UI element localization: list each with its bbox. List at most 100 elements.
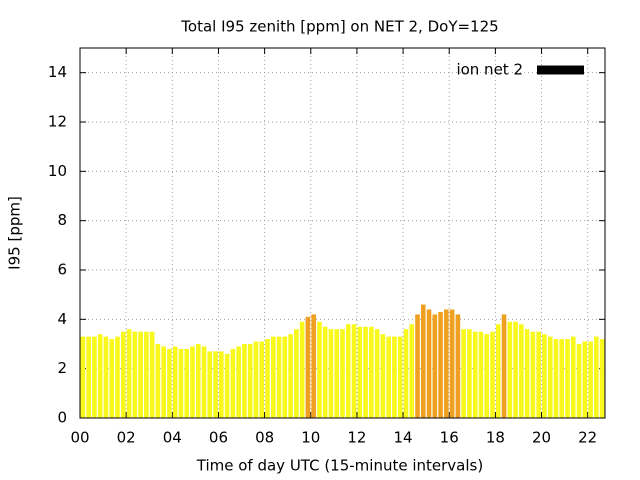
bar	[461, 329, 466, 418]
bar	[530, 331, 536, 418]
bar	[265, 339, 270, 418]
bar	[374, 329, 380, 418]
bar	[467, 329, 472, 418]
y-tick-label: 6	[57, 261, 67, 279]
bar	[109, 339, 115, 418]
x-tick-label: 04	[163, 429, 182, 447]
bar	[484, 334, 490, 418]
bar	[351, 324, 357, 418]
bar	[444, 309, 449, 418]
bar	[536, 331, 541, 418]
bar	[190, 346, 195, 418]
bar	[588, 341, 593, 418]
bar	[582, 341, 588, 418]
bar	[519, 324, 524, 418]
bar	[322, 326, 328, 418]
bar	[178, 348, 184, 418]
bar	[276, 336, 282, 418]
bar	[115, 336, 120, 418]
bar	[103, 336, 109, 418]
x-tick-label: 10	[301, 429, 320, 447]
bar	[392, 336, 397, 418]
x-tick-label: 12	[347, 429, 366, 447]
bar	[305, 316, 311, 418]
bar	[432, 314, 438, 418]
bar	[259, 341, 265, 418]
bar	[253, 341, 259, 418]
bar	[294, 329, 299, 418]
bar	[403, 329, 409, 418]
bar	[472, 331, 478, 418]
x-tick-label: 00	[70, 429, 89, 447]
bar	[542, 334, 547, 418]
bar	[380, 334, 386, 418]
bar	[490, 331, 495, 418]
bar	[236, 346, 241, 418]
x-tick-label: 18	[486, 429, 505, 447]
y-tick-label: 4	[57, 310, 67, 328]
bar	[524, 329, 530, 418]
bar	[317, 321, 322, 418]
x-tick-label: 22	[578, 429, 597, 447]
bar	[288, 334, 293, 418]
bar	[438, 311, 443, 418]
bar	[565, 339, 570, 418]
bar	[345, 324, 351, 418]
y-tick-label: 2	[57, 359, 67, 377]
bar	[553, 339, 559, 418]
y-tick-label: 10	[48, 162, 67, 180]
x-tick-label: 20	[532, 429, 551, 447]
bar	[282, 336, 288, 418]
y-tick-label: 0	[57, 409, 67, 427]
bar	[397, 336, 403, 418]
bar	[576, 344, 582, 418]
bar	[495, 324, 501, 418]
bar	[132, 331, 138, 418]
bar	[547, 336, 553, 418]
bar	[409, 324, 415, 418]
bar	[213, 351, 218, 418]
x-tick-label: 08	[255, 429, 274, 447]
legend-swatch	[537, 65, 584, 75]
bar	[599, 339, 605, 418]
bar	[594, 336, 599, 418]
x-tick-label: 02	[117, 429, 136, 447]
bar	[478, 331, 484, 418]
bar	[242, 344, 247, 418]
bar	[224, 353, 230, 418]
bar	[415, 314, 420, 418]
bar	[195, 344, 201, 418]
y-axis-label: I95 [ppm]	[6, 196, 24, 270]
bar	[172, 346, 178, 418]
x-tick-label: 06	[209, 429, 228, 447]
bar	[363, 326, 368, 418]
bar	[386, 336, 391, 418]
bar	[559, 339, 565, 418]
bar	[455, 314, 461, 418]
legend-label: ion net 2	[456, 61, 523, 79]
bar	[97, 334, 103, 418]
bar	[449, 309, 455, 418]
y-tick-label: 12	[48, 113, 67, 131]
bar	[80, 336, 86, 418]
bar	[92, 336, 97, 418]
bar	[334, 329, 340, 418]
bar	[270, 336, 276, 418]
y-tick-label: 8	[57, 211, 67, 229]
x-tick-label: 14	[394, 429, 413, 447]
bar	[138, 331, 143, 418]
x-tick-label: 16	[440, 429, 459, 447]
bar	[161, 346, 166, 418]
bar	[155, 344, 161, 418]
bar	[184, 348, 190, 418]
bar	[570, 336, 576, 418]
bar	[149, 331, 155, 418]
bar	[86, 336, 91, 418]
bar	[126, 329, 132, 418]
bar	[357, 326, 363, 418]
bar	[144, 331, 149, 418]
bar	[420, 304, 426, 418]
bar	[513, 321, 518, 418]
bar	[328, 329, 334, 418]
